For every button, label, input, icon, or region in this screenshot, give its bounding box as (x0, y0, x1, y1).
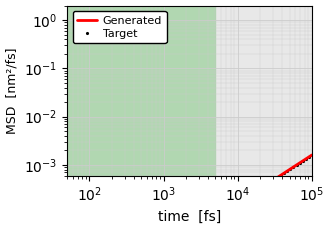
Generated (213, 217, 217, 219)
Generated (267, 182, 271, 184)
Legend: Generated, Target: Generated, Target (73, 11, 167, 43)
Generated (304, 157, 308, 160)
Target (237, 201, 241, 204)
Target (218, 213, 222, 216)
Target (184, 227, 188, 229)
Target (227, 207, 231, 210)
Line: Target: Target (68, 153, 314, 229)
Bar (67, 5, 215, 176)
X-axis label: time  [fs]: time [fs] (158, 210, 221, 224)
Generated (310, 154, 314, 156)
Line: Generated: Generated (73, 155, 312, 229)
Y-axis label: MSD  [nm²/fs]: MSD [nm²/fs] (6, 47, 18, 134)
Target (215, 215, 219, 218)
Target (175, 224, 179, 227)
Generated (200, 225, 204, 228)
Target (68, 192, 72, 195)
Target (310, 154, 314, 156)
Target (285, 169, 289, 172)
